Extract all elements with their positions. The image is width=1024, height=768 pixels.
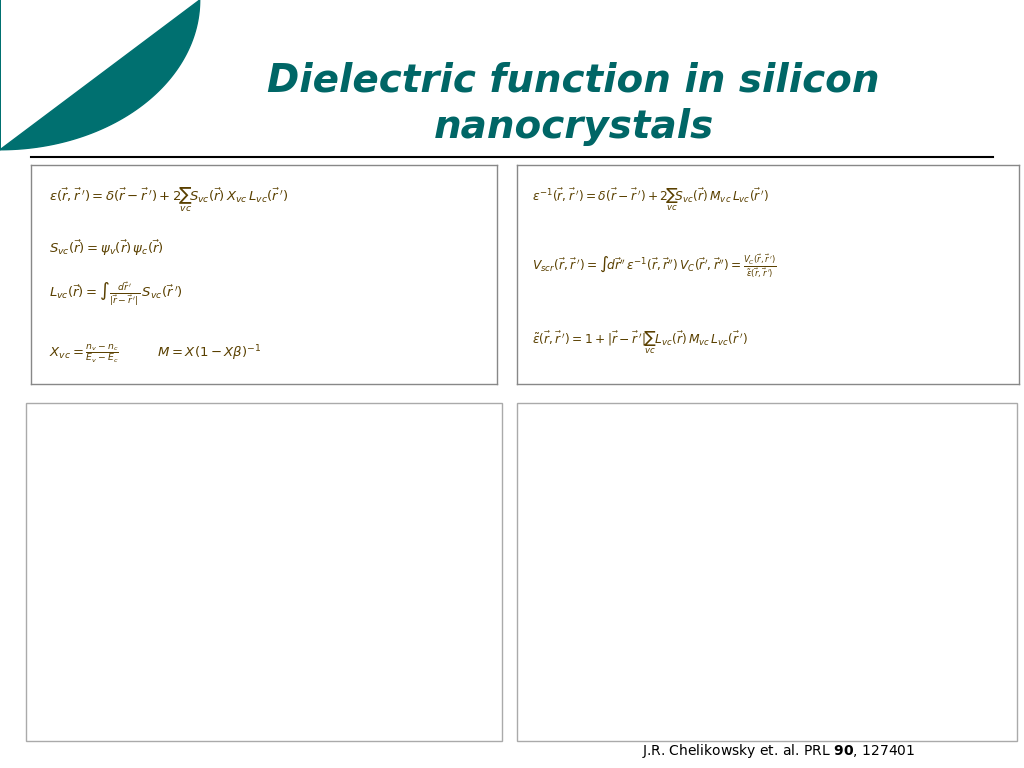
Text: $V_{scr}(\vec{r},\vec{r}\,') = \int\! d\vec{r}''\,\epsilon^{-1}(\vec{r},\vec{r}': $V_{scr}(\vec{r},\vec{r}\,') = \int\! d\… <box>532 252 777 280</box>
Text: SiH$_4$: SiH$_4$ <box>650 626 681 644</box>
Y-axis label: Dielectric Function: Dielectric Function <box>37 517 50 627</box>
Text: Si$_5$H$_{12}$: Si$_5$H$_{12}$ <box>757 555 800 573</box>
Text: SiH$_4$: SiH$_4$ <box>237 490 283 514</box>
Text: $\epsilon(\vec{r},\vec{r}\,') = \delta(\vec{r}-\vec{r}\,') + 2\!\sum_{vc}\! S_{v: $\epsilon(\vec{r},\vec{r}\,') = \delta(\… <box>49 186 289 214</box>
Title: R ≈ 10.0 , N ≈  24, pr1: R ≈ 10.0 , N ≈ 24, pr1 <box>224 429 344 439</box>
X-axis label: $\mathbf{r}$ (a.u.): $\mathbf{r}$ (a.u.) <box>761 723 826 743</box>
Text: Dielectric function in silicon: Dielectric function in silicon <box>267 61 880 100</box>
Text: $S_{vc}(\vec{r}) = \psi_v(\vec{r})\,\psi_c(\vec{r})$: $S_{vc}(\vec{r}) = \psi_v(\vec{r})\,\psi… <box>49 239 164 258</box>
X-axis label: R, angstrom: R, angstrom <box>244 728 325 741</box>
Text: $\epsilon^{-1}(\vec{r},\vec{r}\,') = \delta(\vec{r}-\vec{r}\,') + 2\!\sum_{vc}\!: $\epsilon^{-1}(\vec{r},\vec{r}\,') = \de… <box>532 187 769 214</box>
Polygon shape <box>0 0 200 150</box>
Text: nanocrystals: nanocrystals <box>433 108 714 146</box>
Text: $\tilde{\epsilon}(\vec{r},\vec{r}\,') = 1 + |\vec{r}-\vec{r}\,'|\!\sum_{vc} L_{v: $\tilde{\epsilon}(\vec{r},\vec{r}\,') = … <box>532 329 749 356</box>
Text: J.R. Chelikowsky et. al. PRL $\mathbf{90}$, 127401: J.R. Chelikowsky et. al. PRL $\mathbf{90… <box>642 742 914 760</box>
Text: $X_{vc} = \frac{n_v - n_c}{E_v - E_c} \qquad\quad M = X(1-X\beta)^{-1}$: $X_{vc} = \frac{n_v - n_c}{E_v - E_c} \q… <box>49 342 262 365</box>
Y-axis label: $\bar{\epsilon}$(r): $\bar{\epsilon}$(r) <box>536 554 554 582</box>
Text: Si$_{35}$H$_{36}$: Si$_{35}$H$_{36}$ <box>835 472 885 489</box>
Text: $L_{vc}(\vec{r}) = \int \frac{d\vec{r}\,'}{|\vec{r}-\vec{r}\,'|}\,S_{vc}(\vec{r}: $L_{vc}(\vec{r}) = \int \frac{d\vec{r}\,… <box>49 280 183 308</box>
